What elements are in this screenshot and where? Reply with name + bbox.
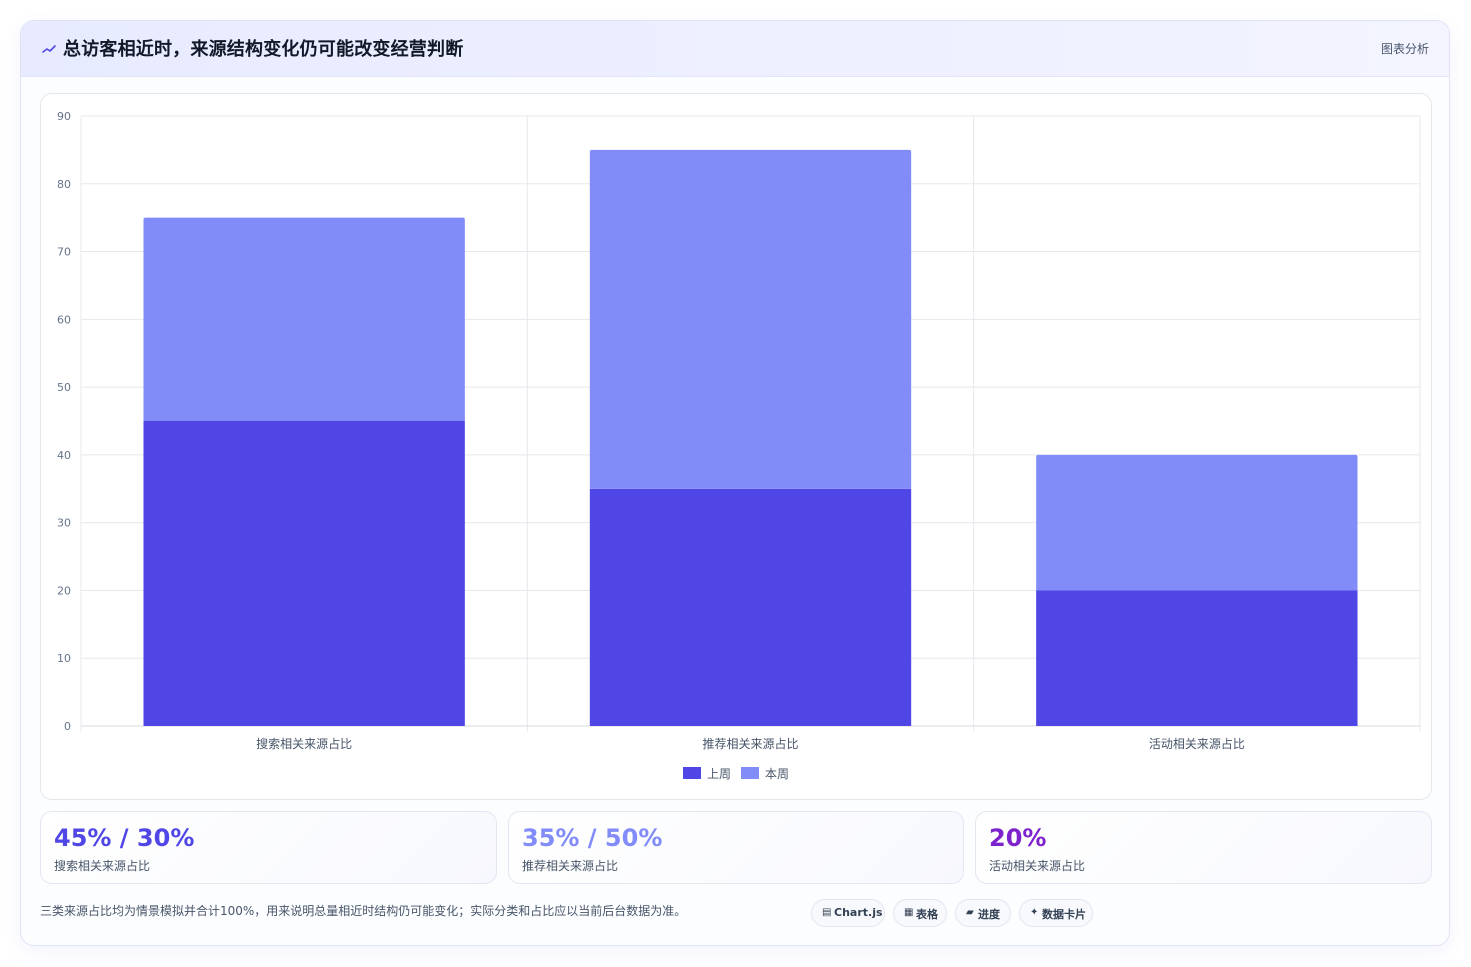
chip-progress[interactable]: ▰ 进度 <box>955 899 1011 927</box>
kpi-value: 20% <box>989 824 1047 852</box>
y-tick-label: 40 <box>57 449 71 462</box>
kpi-card: 20% 活动相关来源占比 <box>975 811 1432 884</box>
bar-this-week <box>1036 454 1358 591</box>
x-category-label: 活动相关来源占比 <box>1149 736 1245 751</box>
y-tick-label: 80 <box>57 178 71 191</box>
chart-legend: 上周 本周 <box>41 765 1431 781</box>
kpi-label: 推荐相关来源占比 <box>522 859 619 873</box>
bar-last-week <box>1036 590 1358 726</box>
kpi-value: 45% / 30% <box>54 824 195 852</box>
y-tick-label: 70 <box>57 246 71 259</box>
bar-last-week <box>143 421 465 726</box>
footnote: 三类来源占比均为情景模拟并合计100%，用来说明总量相近时结构仍可能变化；实际分… <box>40 904 687 918</box>
chip-data-card[interactable]: ✦ 数据卡片 <box>1019 899 1093 927</box>
y-tick-label: 50 <box>57 381 71 394</box>
bar-this-week <box>589 149 912 489</box>
chip-chart-js[interactable]: ▤ Chart.js <box>811 899 885 927</box>
chart-card: 总访客相近时，来源结构变化仍可能改变经营判断 图表分析 0 10 20 30 40 50 6… <box>20 20 1450 946</box>
kpi-card: 45% / 30% 搜索相关来源占比 <box>40 811 497 884</box>
y-tick-label: 10 <box>57 652 71 665</box>
kpi-value: 35% / 50% <box>522 824 663 852</box>
bar-this-week <box>143 217 465 421</box>
x-category-label: 搜索相关来源占比 <box>256 736 352 751</box>
legend-swatch <box>741 767 759 779</box>
page-title: 总访客相近时，来源结构变化仍可能改变经营判断 <box>63 39 464 60</box>
legend-swatch <box>683 767 701 779</box>
kpi-card: 35% / 50% 推荐相关来源占比 <box>508 811 964 884</box>
chip-label: 表格 <box>916 908 938 921</box>
kpi-label: 活动相关来源占比 <box>989 859 1086 873</box>
bar-last-week <box>589 488 912 726</box>
stacked-bar-chart: 0 10 20 30 40 50 60 70 80 90 搜索相关来源占比 推荐相关来源占比 活动相关来… <box>57 110 1421 751</box>
chip-label: 数据卡片 <box>1042 908 1086 921</box>
x-category-label: 推荐相关来源占比 <box>702 736 798 751</box>
data-card-icon: ✦ <box>1030 907 1039 918</box>
chart-analysis-tag: 图表分析 <box>1380 42 1429 56</box>
progress-icon: ▰ <box>966 907 974 918</box>
legend-label: 本周 <box>765 767 790 781</box>
y-tick-label: 30 <box>57 517 71 530</box>
chart-js-icon: ▤ <box>822 907 832 918</box>
chart-icon <box>42 45 56 53</box>
y-tick-label: 0 <box>64 720 71 733</box>
chip-label: 进度 <box>978 908 1000 921</box>
y-tick-label: 20 <box>57 584 71 597</box>
y-tick-label: 60 <box>57 313 71 326</box>
card-header: 总访客相近时，来源结构变化仍可能改变经营判断 图表分析 <box>21 21 1449 77</box>
chip-table[interactable]: ▦ 表格 <box>893 899 947 927</box>
y-tick-label: 90 <box>57 110 71 123</box>
table-icon: ▦ <box>904 907 914 918</box>
kpi-label: 搜索相关来源占比 <box>54 859 151 873</box>
chart-panel: 0 10 20 30 40 50 60 70 80 90 搜索相关来源占比 推荐相关来源占比 活动相关来… <box>40 93 1432 800</box>
legend-label: 上周 <box>707 767 732 781</box>
chip-label: Chart.js <box>834 906 883 919</box>
